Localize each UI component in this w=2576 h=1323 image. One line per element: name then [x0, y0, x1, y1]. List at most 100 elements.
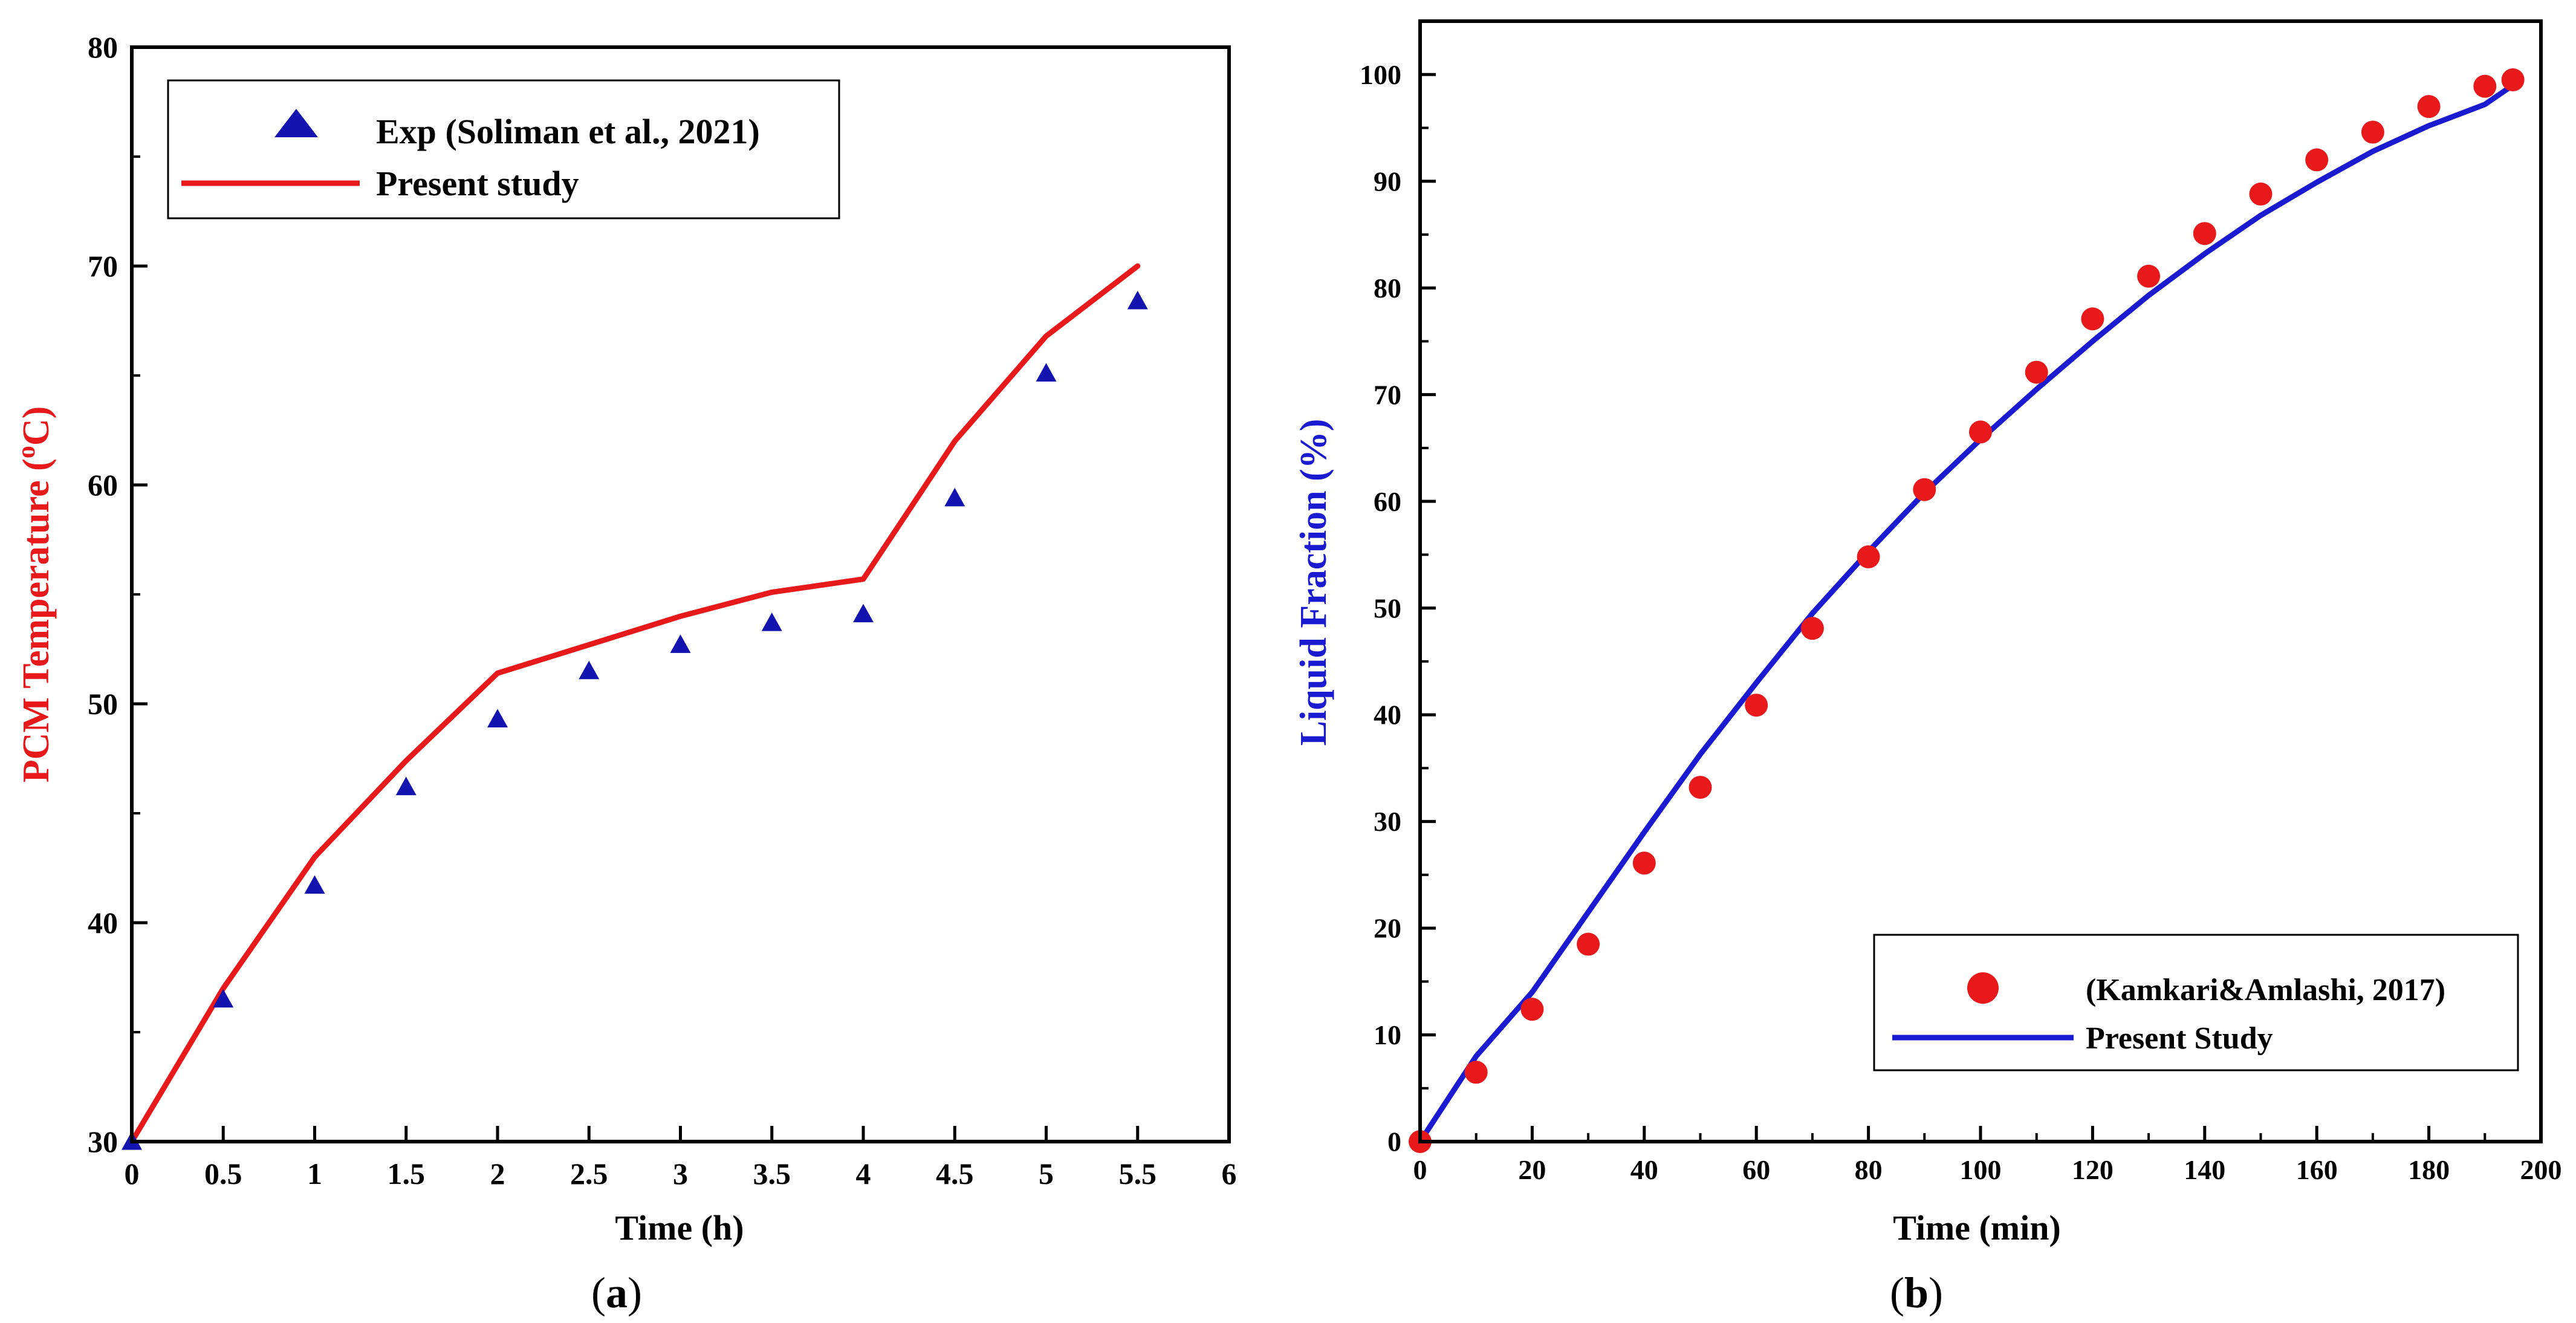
panel-a-x-tick-label: 6 — [1222, 1157, 1237, 1191]
panel-a-data-point-triangle — [579, 660, 600, 680]
panel-a-y-tick-label: 50 — [88, 687, 118, 721]
panel-b-legend-label-present: Present Study — [2086, 1021, 2273, 1056]
panel-b-data-point-circle — [1745, 694, 1768, 717]
panel-b-data-point-circle — [1689, 776, 1712, 799]
panel-b-plot-frame — [1418, 19, 2543, 1143]
panel-b-x-tick-label: 160 — [2296, 1154, 2338, 1185]
panel-a-x-tick-label: 2 — [490, 1157, 505, 1191]
panel-a-x-tick-label: 0.5 — [204, 1157, 242, 1191]
panel-a-caption-open: ( — [591, 1269, 606, 1317]
panel-b-data-point-circle — [1520, 998, 1544, 1021]
panel-b-y-tick-label: 60 — [1374, 486, 1401, 517]
panel-a-caption-close: ) — [628, 1269, 642, 1317]
panel-b-data-point-circle — [2081, 307, 2104, 331]
panel-a-caption: (a) — [591, 1269, 642, 1317]
panel-a-data-point-triangle — [304, 875, 325, 894]
panel-a-x-tick-label: 1 — [307, 1157, 322, 1191]
panel-a-x-tick-label: 4.5 — [936, 1157, 974, 1191]
panel-b-caption-letter: b — [1904, 1269, 1929, 1317]
panel-a-y-tick-label: 60 — [88, 468, 118, 502]
panel-a-xlabel: Time (h) — [615, 1208, 744, 1247]
panel-a-marks — [122, 263, 1148, 1150]
panel-a-data-point-triangle — [670, 634, 691, 653]
panel-a-ylabel-main: PCM Temperature ( — [16, 458, 57, 782]
panel-a-x-tick-label: 2.5 — [570, 1157, 608, 1191]
panel-b-data-point-circle — [2417, 95, 2441, 119]
panel-b-y-tick-label: 100 — [1360, 59, 1401, 90]
panel-a-legend: Exp (Soliman et al., 2021) Present study — [167, 79, 840, 219]
panel-a-caption-letter: a — [606, 1269, 628, 1317]
panel-b-x-tick-label: 100 — [1960, 1154, 2002, 1185]
panel-b-data-point-circle — [2193, 222, 2216, 245]
panel-a-y-tick-label: 70 — [88, 249, 118, 283]
panel-a-ylabel: PCM Temperature (oC) — [13, 406, 57, 783]
panel-b-data-point-circle — [2249, 182, 2273, 206]
panel-a-ylabel-unit: C) — [16, 406, 57, 446]
panel-b-x-tick-label: 80 — [1855, 1154, 1883, 1185]
panel-b-x-tick-label: 0 — [1413, 1154, 1427, 1185]
panel-b: 0 20 40 60 80 100 120 140 160 180 200 0 10 20 30 40 50 60… — [1293, 19, 2562, 1317]
panel-a-x-tick-label: 5 — [1039, 1157, 1054, 1191]
panel-a-x-tick-label: 3 — [673, 1157, 688, 1191]
panel-a-x-tick-label: 1.5 — [388, 1157, 426, 1191]
panel-b-data-point-circle — [2473, 74, 2497, 98]
panel-b-xlabel: Time (min) — [1893, 1208, 2061, 1247]
panel-a-data-point-triangle — [395, 776, 417, 796]
panel-a-legend-label-present: Present study — [376, 164, 579, 203]
panel-b-data-point-circle — [1464, 1061, 1488, 1084]
panel-a-y-tick-label: 40 — [88, 906, 118, 940]
panel-a-plot-frame — [130, 45, 1231, 1143]
panel-b-y-tick-label: 20 — [1374, 913, 1401, 944]
panel-a-data-point-triangle — [853, 603, 874, 623]
panel-a-x-tick-label: 5.5 — [1119, 1157, 1157, 1191]
panel-a-data-point-triangle — [213, 989, 234, 1008]
panel-a-legend-box — [167, 79, 840, 219]
panel-b-ylabel: Liquid Fraction (%) — [1293, 419, 1334, 746]
panel-b-data-point-circle — [1577, 932, 1600, 956]
panel-a-data-point-triangle — [1036, 363, 1057, 382]
panel-a-data-point-triangle — [944, 487, 965, 507]
panel-b-data-point-circle — [2137, 264, 2161, 288]
panel-b-caption-open: ( — [1890, 1269, 1904, 1317]
panel-b-y-tick-label: 30 — [1374, 806, 1401, 837]
panel-b-x-tick-label: 40 — [1630, 1154, 1658, 1185]
panel-b-data-point-circle — [1969, 420, 1992, 444]
panel-a-data-point-triangle — [761, 613, 782, 631]
panel-a-legend-label-exp: Exp (Soliman et al., 2021) — [376, 112, 760, 151]
panel-a: 0 0.5 1 1.5 2 2.5 3 3.5 4 4.5 5 5.5 6 30 40 50 60 70 80 Ex… — [13, 30, 1237, 1317]
panel-a-x-tick-label: 0 — [125, 1157, 140, 1191]
panel-b-data-point-circle — [2501, 68, 2525, 92]
panel-b-data-point-circle — [1632, 851, 1656, 875]
panel-b-y-tick-label: 70 — [1374, 379, 1401, 410]
panel-b-data-point-circle — [1913, 478, 1936, 501]
panel-b-x-tick-label: 20 — [1518, 1154, 1546, 1185]
panel-b-y-tick-label: 40 — [1374, 700, 1401, 730]
panel-b-caption-close: ) — [1929, 1269, 1943, 1317]
panel-a-legend-triangle-marker — [274, 109, 318, 137]
panel-b-data-point-circle — [2361, 120, 2384, 144]
panel-b-y-tick-label: 90 — [1374, 166, 1401, 197]
panel-b-x-tick-label: 200 — [2520, 1154, 2562, 1185]
panel-b-data-point-circle — [1800, 617, 1824, 640]
panel-a-y-tick-label: 80 — [88, 30, 118, 64]
panel-b-axes: 0 20 40 60 80 100 120 140 160 180 200 0 10 20 30 40 50 60… — [1360, 59, 2562, 1185]
panel-a-series-line — [129, 263, 1141, 1145]
panel-b-legend: (Kamkari&Amlashi, 2017) Present Study — [1873, 934, 2519, 1071]
panel-a-ylabel-superscript: o — [13, 446, 41, 458]
panel-a-x-tick-label: 4 — [856, 1157, 871, 1191]
panel-b-data-point-circle — [1857, 545, 1880, 568]
panel-b-marks — [1409, 68, 2525, 1153]
panel-b-x-tick-label: 180 — [2408, 1154, 2450, 1185]
panel-b-y-tick-label: 50 — [1374, 593, 1401, 623]
panel-b-x-tick-label: 140 — [2184, 1154, 2225, 1185]
panel-b-y-tick-label: 80 — [1374, 273, 1401, 304]
panel-b-legend-circle-marker — [1967, 972, 1999, 1004]
panel-b-y-tick-label: 0 — [1387, 1126, 1401, 1157]
panel-b-x-tick-label: 60 — [1742, 1154, 1770, 1185]
panel-a-y-tick-label: 30 — [88, 1125, 118, 1159]
panel-a-axes: 0 0.5 1 1.5 2 2.5 3 3.5 4 4.5 5 5.5 6 30 40 50 60 70 80 — [88, 30, 1237, 1191]
panel-b-legend-label-kamkari: (Kamkari&Amlashi, 2017) — [2086, 973, 2445, 1007]
panel-b-data-point-circle — [2305, 148, 2329, 172]
